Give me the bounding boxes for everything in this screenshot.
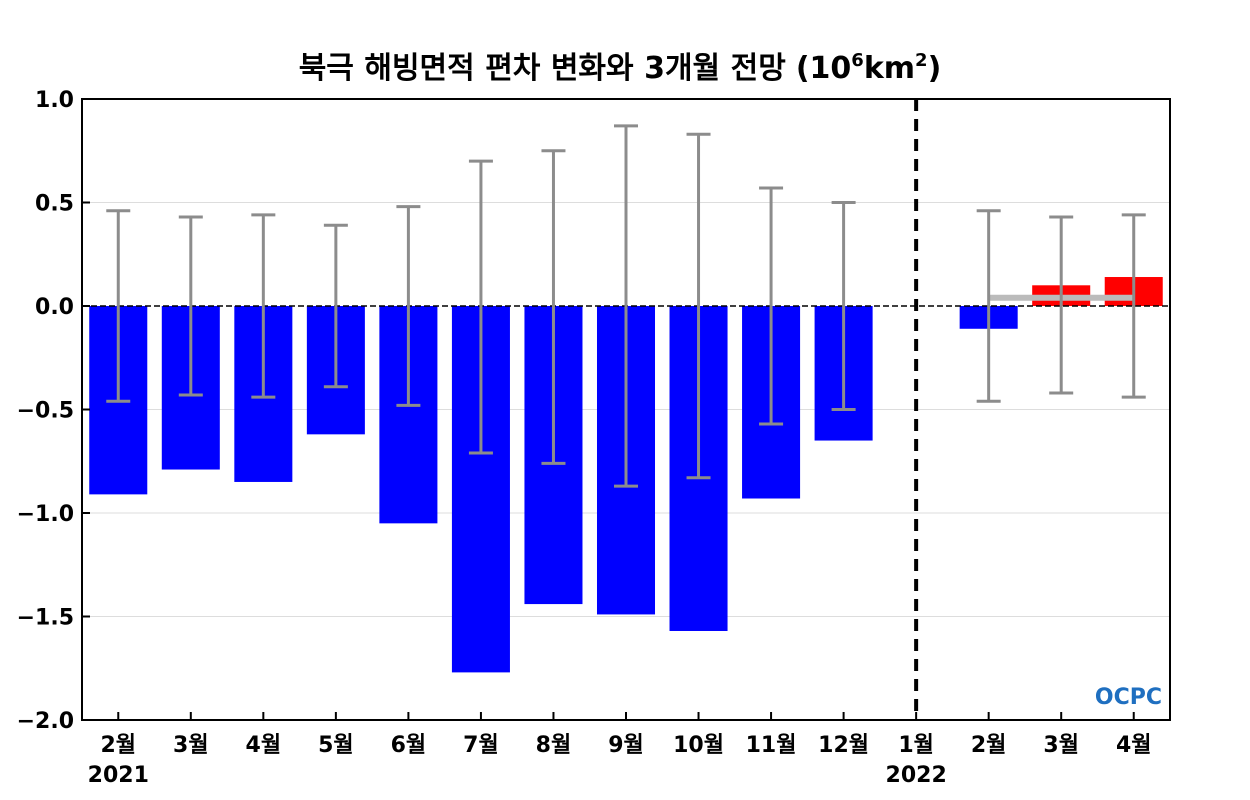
x-tick-label-7: 9월 [608, 733, 644, 758]
x-tick-label-10: 12월 [818, 733, 869, 758]
x-tick-label-0: 2월 [100, 733, 136, 758]
error-bar-0 [106, 209, 131, 403]
chart-title-unit-km: km [864, 51, 915, 86]
error-bar-14 [1121, 213, 1146, 399]
x-tick-label-13: 3월 [1043, 733, 1079, 758]
x-tick-label-5: 7월 [463, 733, 499, 758]
error-bar-2 [251, 213, 276, 399]
x-tick-label-8: 10월 [673, 733, 724, 758]
chart-title-unit-close: ) [928, 51, 942, 86]
chart-title-text: 북극 해빙면적 편차 변화와 3개월 전망 [299, 51, 786, 86]
x-tick-label-4: 6월 [391, 733, 427, 758]
y-axis: 1.0 0.5 0.0 −0.5 −1.0 −1.5 −2.0 [17, 88, 90, 734]
x-tick-label-12: 2월 [971, 733, 1007, 758]
error-bar-1 [178, 215, 203, 397]
year-label-1: 2022 [886, 763, 947, 788]
x-axis: 2월 3월 4월 5월 6월 7월 8월 9월 10월 11월 12월 1월 2월 3월 4월 2021 202… [88, 712, 1152, 788]
x-tick-label-2: 4월 [246, 733, 282, 758]
y-tick-label-5: −1.5 [17, 606, 74, 631]
chart-title-unit-exp2: 2 [915, 50, 928, 71]
error-bar-7 [614, 124, 638, 488]
ocpc-logo: OCPC [1095, 685, 1162, 710]
error-bar-13 [1049, 215, 1074, 395]
x-tick-label-6: 8월 [536, 733, 572, 758]
chart-title-unit-exp: 6 [851, 50, 864, 71]
chart-title: 북극 해빙면적 편차 변화와 3개월 전망 (106km2) [299, 50, 942, 86]
x-tick-label-3: 5월 [318, 733, 354, 758]
error-bars [106, 124, 1146, 488]
x-tick-label-11: 1월 [898, 733, 934, 758]
year-label-0: 2021 [88, 763, 149, 788]
error-bar-3 [323, 223, 348, 389]
y-tick-label-4: −1.0 [17, 502, 74, 527]
error-bar-12 [976, 209, 1001, 403]
error-bar-4 [396, 205, 421, 407]
error-bar-10 [831, 201, 856, 411]
x-tick-label-1: 3월 [173, 733, 209, 758]
y-tick-label-0: 1.0 [35, 88, 74, 113]
y-tick-label-1: 0.5 [35, 192, 74, 217]
error-bar-6 [541, 149, 566, 465]
y-tick-label-6: −2.0 [17, 709, 74, 734]
y-tick-label-2: 0.0 [35, 295, 74, 320]
x-tick-label-9: 11월 [746, 733, 797, 758]
y-tick-label-3: −0.5 [17, 399, 74, 424]
chart-title-unit: (10 [796, 51, 851, 86]
error-bar-9 [759, 186, 784, 426]
error-bar-5 [468, 159, 493, 455]
x-tick-label-14: 4월 [1116, 733, 1152, 758]
error-bar-8 [686, 132, 711, 480]
